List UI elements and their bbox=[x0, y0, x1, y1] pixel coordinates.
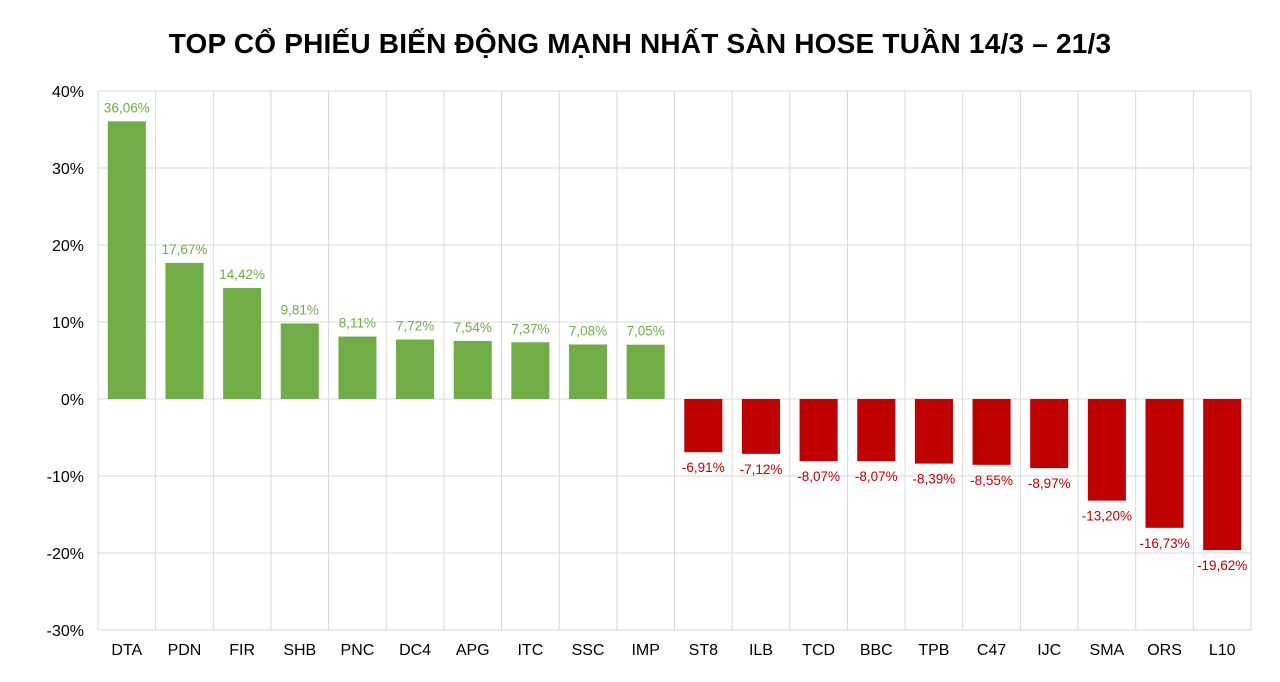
data-label: -13,20% bbox=[1082, 509, 1132, 524]
bar-ssc bbox=[569, 344, 608, 399]
bar-tpb bbox=[914, 399, 953, 464]
y-tick-label: 40% bbox=[52, 84, 84, 101]
x-tick-label: IJC bbox=[1037, 642, 1061, 659]
x-tick-label: FIR bbox=[229, 642, 255, 659]
data-label: 7,08% bbox=[569, 323, 607, 338]
data-label: -8,07% bbox=[797, 469, 840, 484]
bar-c47 bbox=[972, 399, 1011, 465]
y-tick-label: 20% bbox=[52, 238, 84, 255]
x-tick-label: ST8 bbox=[689, 642, 718, 659]
data-label: 7,72% bbox=[396, 319, 434, 334]
bar-bbc bbox=[857, 399, 896, 462]
bar-pdn bbox=[165, 262, 204, 399]
data-label: -7,12% bbox=[740, 462, 783, 477]
x-tick-label: SHB bbox=[283, 642, 316, 659]
data-label: 7,37% bbox=[511, 321, 549, 336]
bar-ilb bbox=[741, 399, 780, 454]
x-tick-label: IMP bbox=[631, 642, 659, 659]
bar-shb bbox=[280, 323, 319, 399]
y-tick-label: -20% bbox=[47, 546, 84, 563]
bar-tcd bbox=[799, 399, 838, 462]
x-tick-label: SSC bbox=[572, 642, 605, 659]
bar-dta bbox=[107, 121, 146, 399]
data-label: -19,62% bbox=[1197, 558, 1247, 573]
data-label: 14,42% bbox=[219, 267, 265, 282]
x-tick-label: DTA bbox=[111, 642, 142, 659]
bar-sma bbox=[1087, 399, 1126, 501]
x-tick-label: SMA bbox=[1090, 642, 1125, 659]
data-label: -8,55% bbox=[970, 473, 1013, 488]
bar-imp bbox=[626, 344, 665, 399]
bar-ijc bbox=[1030, 399, 1069, 469]
data-label: 7,05% bbox=[627, 324, 665, 339]
bar-fir bbox=[223, 287, 262, 399]
bar-itc bbox=[511, 342, 550, 399]
x-tick-label: DC4 bbox=[399, 642, 431, 659]
y-tick-label: -10% bbox=[47, 469, 84, 486]
data-label: 36,06% bbox=[104, 100, 150, 115]
y-tick-label: 30% bbox=[52, 161, 84, 178]
data-label: -6,91% bbox=[682, 460, 725, 475]
bars bbox=[107, 121, 1242, 551]
x-tick-label: PNC bbox=[341, 642, 375, 659]
bar-pnc bbox=[338, 336, 377, 399]
x-tick-label: ILB bbox=[749, 642, 773, 659]
data-label: -16,73% bbox=[1139, 536, 1189, 551]
x-axis: DTA PDN FIR SHB PNC DC4 APG ITC SSC IMP ST8 ILB TCD B… bbox=[111, 642, 1235, 659]
y-tick-label: 0% bbox=[61, 392, 84, 409]
x-tick-label: L10 bbox=[1209, 642, 1236, 659]
bar-st8 bbox=[684, 399, 723, 453]
bar-ors bbox=[1145, 399, 1184, 528]
y-tick-label: 10% bbox=[52, 315, 84, 332]
x-tick-label: TCD bbox=[802, 642, 835, 659]
data-label: 17,67% bbox=[162, 242, 208, 257]
data-label: 8,11% bbox=[339, 316, 376, 331]
bar-dc4 bbox=[396, 339, 435, 399]
x-tick-label: APG bbox=[456, 642, 490, 659]
y-tick-label: -30% bbox=[47, 623, 84, 640]
x-tick-label: ORS bbox=[1147, 642, 1182, 659]
data-labels: 36,06% 17,67% 14,42% 9,81% 8,11% 7,72% 7,54% 7,… bbox=[104, 100, 1247, 573]
x-tick-label: C47 bbox=[977, 642, 1006, 659]
data-label: -8,39% bbox=[913, 472, 956, 487]
data-label: 7,54% bbox=[454, 320, 492, 335]
data-label: -8,97% bbox=[1028, 476, 1071, 491]
grid-lines bbox=[97, 90, 1252, 631]
data-label: 9,81% bbox=[281, 302, 319, 317]
chart-title: TOP CỔ PHIẾU BIẾN ĐỘNG MẠNH NHẤT SÀN HOS… bbox=[168, 28, 1112, 59]
bar-apg bbox=[453, 340, 492, 399]
x-tick-label: ITC bbox=[517, 642, 543, 659]
bar-l10 bbox=[1203, 399, 1242, 551]
x-tick-label: BBC bbox=[860, 642, 893, 659]
x-tick-label: PDN bbox=[168, 642, 202, 659]
y-axis: 40% 30% 20% 10% 0% -10% -20% -30% bbox=[47, 84, 84, 640]
data-label: -8,07% bbox=[855, 469, 898, 484]
x-tick-label: TPB bbox=[918, 642, 949, 659]
